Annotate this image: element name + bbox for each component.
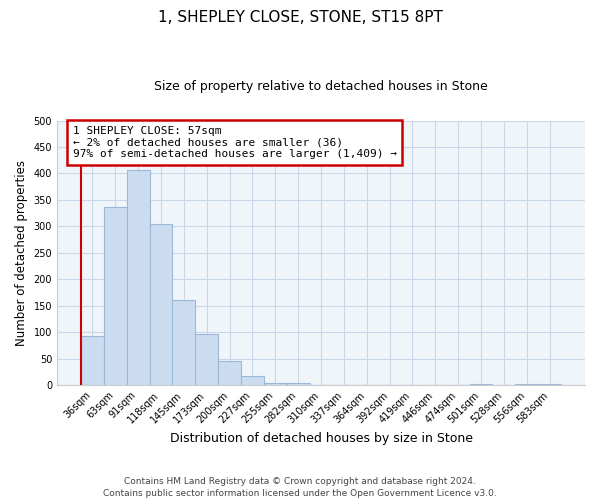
Text: Contains HM Land Registry data © Crown copyright and database right 2024.
Contai: Contains HM Land Registry data © Crown c… [103, 476, 497, 498]
Text: 1, SHEPLEY CLOSE, STONE, ST15 8PT: 1, SHEPLEY CLOSE, STONE, ST15 8PT [158, 10, 442, 25]
Text: 1 SHEPLEY CLOSE: 57sqm
← 2% of detached houses are smaller (36)
97% of semi-deta: 1 SHEPLEY CLOSE: 57sqm ← 2% of detached … [73, 126, 397, 159]
Bar [264, 383, 287, 385]
Y-axis label: Number of detached properties: Number of detached properties [15, 160, 28, 346]
X-axis label: Distribution of detached houses by size in Stone: Distribution of detached houses by size … [170, 432, 473, 445]
Bar [538, 384, 561, 385]
Bar [127, 170, 149, 385]
Bar [149, 224, 172, 385]
Bar [196, 334, 218, 385]
Bar [104, 208, 127, 385]
Bar [241, 376, 264, 385]
Bar [218, 362, 241, 385]
Bar [287, 383, 310, 385]
Bar [470, 384, 493, 385]
Bar [81, 336, 104, 385]
Bar [515, 384, 538, 385]
Bar [172, 300, 196, 385]
Title: Size of property relative to detached houses in Stone: Size of property relative to detached ho… [154, 80, 488, 93]
